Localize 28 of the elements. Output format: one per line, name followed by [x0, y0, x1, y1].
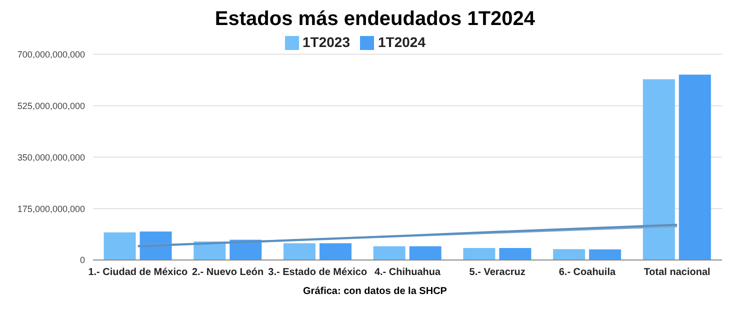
bar — [463, 248, 496, 260]
bar — [319, 243, 352, 260]
x-tick-label: 3.- Estado de México — [268, 267, 368, 278]
bar — [373, 246, 406, 260]
y-tick-label: 525,000,000,000 — [17, 100, 85, 111]
x-tick-label: 5.- Veracruz — [469, 267, 526, 278]
x-tick-label: Total nacional — [644, 267, 711, 278]
bar — [409, 246, 442, 260]
bar — [499, 248, 532, 260]
bar — [104, 232, 136, 260]
bar — [678, 74, 711, 260]
y-tick-label: 0 — [80, 255, 85, 266]
y-tick-label: 175,000,000,000 — [17, 204, 85, 214]
x-tick-label: 1.- Ciudad de México — [88, 267, 188, 278]
x-tick-label: 2.- Nuevo León — [192, 267, 264, 278]
bar — [642, 79, 675, 260]
text: Gráfica: con datos de la SHCP — [302, 286, 448, 297]
bar — [553, 249, 586, 260]
x-tick-label: 4.- Chihuahua — [374, 267, 441, 278]
y-tick-label: 350,000,000,000 — [17, 152, 85, 162]
legend-label: 1T2024 — [378, 34, 426, 50]
y-tick-label: 700,000,000,000 — [17, 49, 85, 60]
bar — [283, 243, 316, 260]
x-tick-label: 6.- Coahuila — [558, 267, 616, 278]
chart-title: Estados más endeudados 1T2024 — [214, 8, 536, 32]
legend-label: 1T2023 — [302, 34, 350, 50]
bar — [589, 249, 622, 260]
bar — [140, 231, 172, 260]
